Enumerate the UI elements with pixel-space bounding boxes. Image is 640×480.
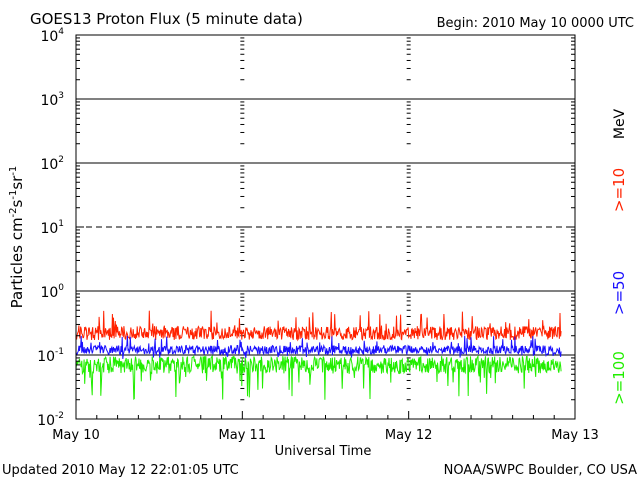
x-tick-label: May 13 [551,428,599,443]
begin-label: Begin: 2010 May 10 0000 UTC [437,16,634,31]
y-tick-label: 10-2 [37,411,64,429]
y-axis-label: Particles cm-2s-1sr-1 [8,166,26,309]
flux-trace [75,354,562,401]
credit-label: NOAA/SWPC Boulder, CO USA [444,463,637,478]
plot-grid [76,37,575,420]
series-ge100-trace [75,354,562,401]
flux-trace [75,335,562,359]
x-axis-ticks: May 10 May 11 May 12 May 13 [52,411,599,443]
y-tick-label: 103 [40,91,64,109]
series-ge10-trace [75,310,562,342]
x-axis-label: Universal Time [275,444,372,459]
legend-unit: MeV [612,108,628,139]
legend-ge10: >=10 [610,168,628,212]
chart-title: GOES13 Proton Flux (5 minute data) [30,10,303,28]
y-tick-label: 102 [40,155,64,173]
x-tick-label: May 11 [219,428,267,443]
updated-label: Updated 2010 May 12 22:01:05 UTC [2,463,239,478]
x-tick-label: May 12 [385,428,433,443]
y-tick-label: 101 [40,219,64,237]
y-axis-ticks: 10-2 10-1 100 101 102 103 104 [37,27,575,429]
y-tick-label: 10-1 [37,347,64,365]
y-tick-label: 100 [40,283,64,301]
flux-trace [75,310,562,342]
y-tick-label: 104 [40,27,64,45]
legend-ge100: >=100 [610,351,628,405]
legend-ge50: >=50 [610,271,628,315]
series-ge50-trace [75,335,562,359]
x-tick-label: May 10 [52,428,100,443]
